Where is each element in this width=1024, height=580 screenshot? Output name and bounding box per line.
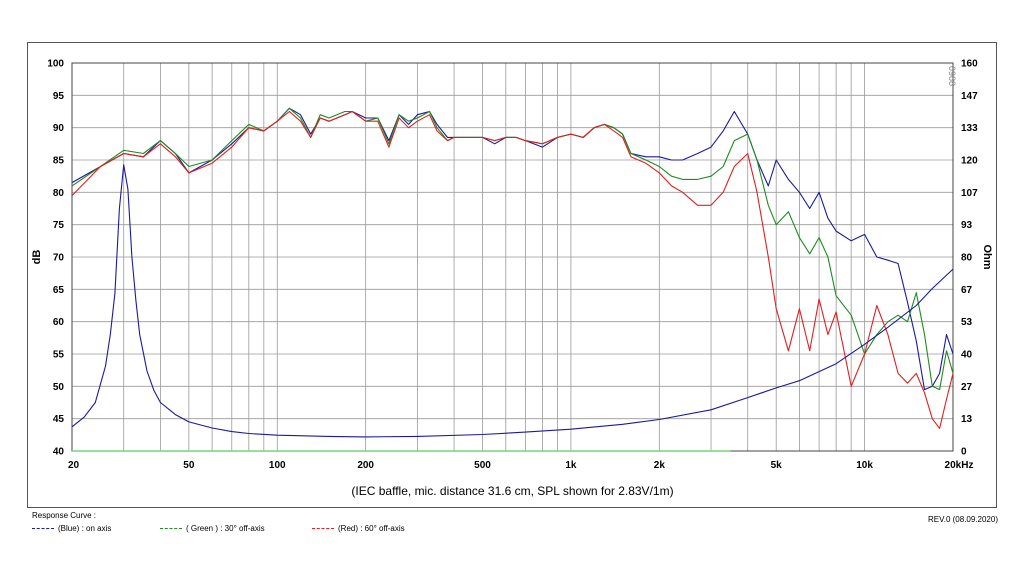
x-tick-label: 20kHz xyxy=(945,460,974,471)
y-tick-label: 100 xyxy=(47,59,64,70)
watermark-code: 0988 xyxy=(947,66,957,86)
y-tick-label: 50 xyxy=(53,382,65,393)
y-axis-label: dB xyxy=(31,250,43,265)
y2-tick-label: 53 xyxy=(961,317,973,328)
legend-item-red: (Red) : 60° off-axis xyxy=(312,524,405,533)
y2-tick-label: 147 xyxy=(961,91,978,102)
y2-tick-label: 107 xyxy=(961,188,978,199)
x-tick-label: 1k xyxy=(565,460,577,471)
y-tick-label: 90 xyxy=(53,123,65,134)
y-tick-label: 65 xyxy=(53,285,65,296)
series-line-red-60-off-axis xyxy=(71,110,954,429)
x-tick-label: 2k xyxy=(654,460,666,471)
legend-item-blue: (Blue) : on axis xyxy=(32,524,111,533)
series-lines xyxy=(71,107,954,452)
y2-tick-label: 0 xyxy=(961,447,967,458)
legend-swatch-green xyxy=(160,528,182,529)
x-tick-label: 10k xyxy=(856,460,873,471)
legend-item-green: ( Green ) : 30° off-axis xyxy=(160,524,265,533)
y-tick-label: 45 xyxy=(53,414,65,425)
legend-title: Response Curve : xyxy=(32,511,97,520)
y2-tick-label: 120 xyxy=(961,156,978,167)
x-tick-label: 50 xyxy=(183,460,195,471)
y2-tick-label: 13 xyxy=(961,414,973,425)
y2-axis-label: Ohm xyxy=(981,244,993,269)
y2-tick-label: 40 xyxy=(961,350,973,361)
x-tick-label: 20 xyxy=(68,460,80,471)
y-tick-label: 80 xyxy=(53,188,65,199)
series-line-blue-on-axis xyxy=(71,107,954,391)
x-tick-label: 200 xyxy=(357,460,374,471)
y-tick-label: 70 xyxy=(53,253,65,264)
frequency-response-chart: 100 95 90 85 80 75 70 65 60 55 50 45 40 160 147 133 120 1… xyxy=(31,59,993,499)
y2-tick-label: 80 xyxy=(961,253,973,264)
revision-label: REV.0 (08.09.2020) xyxy=(928,515,998,524)
y2-tick-label: 93 xyxy=(961,220,973,231)
y2-tick-label: 67 xyxy=(961,285,973,296)
y-tick-label: 95 xyxy=(53,91,65,102)
series-line-green-30-off-axis xyxy=(71,107,954,391)
tick-labels: 100 95 90 85 80 75 70 65 60 55 50 45 40 160 147 133 120 1… xyxy=(47,59,978,472)
x-tick-label: 5k xyxy=(771,460,783,471)
y2-tick-label: 27 xyxy=(961,382,973,393)
y-tick-label: 85 xyxy=(53,156,65,167)
y-tick-label: 40 xyxy=(53,447,65,458)
chart-caption: (IEC baffle, mic. distance 31.6 cm, SPL … xyxy=(351,484,673,498)
x-tick-label: 100 xyxy=(269,460,286,471)
legend-swatch-blue xyxy=(32,528,54,529)
y-tick-label: 60 xyxy=(53,317,65,328)
legend-label-blue: (Blue) : on axis xyxy=(58,524,112,533)
legend-label-green: ( Green ) : 30° off-axis xyxy=(186,524,265,533)
grid xyxy=(71,62,954,452)
y-tick-label: 55 xyxy=(53,350,65,361)
y2-tick-label: 133 xyxy=(961,123,978,134)
legend-label-red: (Red) : 60° off-axis xyxy=(338,524,405,533)
chart-frame: 100 95 90 85 80 75 70 65 60 55 50 45 40 160 147 133 120 1… xyxy=(27,42,997,508)
legend-swatch-red xyxy=(312,528,334,529)
series-line-impedance xyxy=(71,164,954,438)
y2-tick-label: 160 xyxy=(961,59,978,70)
x-tick-label: 500 xyxy=(474,460,491,471)
y-tick-label: 75 xyxy=(53,220,65,231)
